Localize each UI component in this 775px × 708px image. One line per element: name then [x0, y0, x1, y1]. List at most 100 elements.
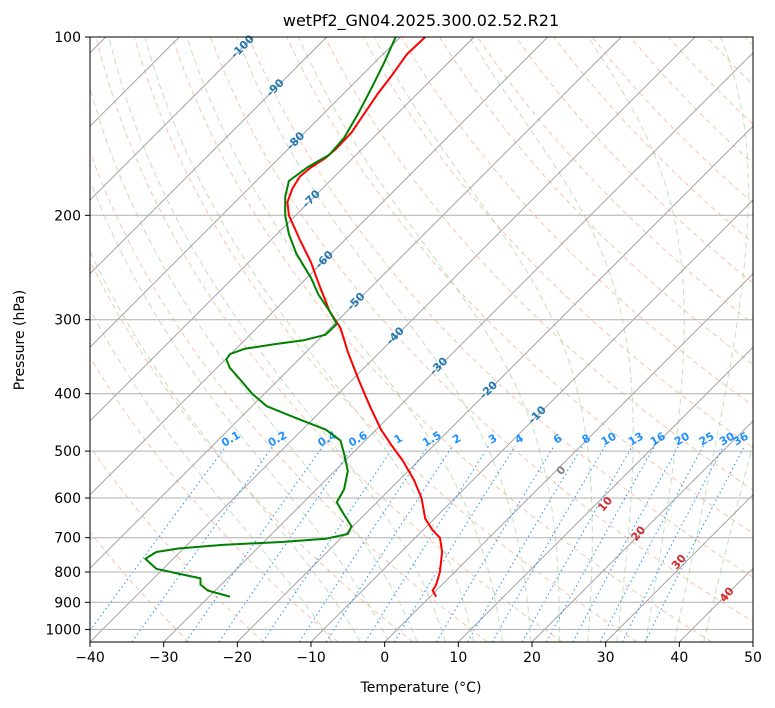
isotherm-label: -10 — [526, 403, 549, 426]
isotherm-labels: -100-90-80-70-60-50-40-30-20-10 — [228, 32, 549, 426]
mixing-ratio-label: 36 — [731, 429, 751, 448]
dry-adiabat — [95, 37, 563, 642]
x-tick-label: 20 — [523, 650, 541, 666]
isotherm-line — [90, 37, 254, 201]
isotherm-line — [90, 37, 328, 275]
dry-adiabat — [400, 37, 753, 407]
mixing-ratio-line — [90, 445, 227, 632]
moist-adiabat — [90, 179, 390, 642]
mixing-ratio-line — [262, 445, 395, 642]
x-tick-label: −10 — [296, 650, 326, 666]
mixing-ratio-line — [435, 445, 555, 642]
isotherm-label: -70 — [300, 187, 323, 210]
moist-adiabat — [674, 37, 749, 642]
isotherm-label: -80 — [284, 129, 307, 152]
x-tick-label: −20 — [223, 650, 253, 666]
dry-adiabat — [210, 37, 753, 623]
moist-adiabat — [703, 441, 753, 642]
y-axis-ticks: 100 200 300 400 500 600 700 800 900 1000 — [45, 30, 90, 638]
mixing-ratio-line — [364, 445, 490, 642]
mixing-ratio-line — [325, 445, 454, 642]
moist-adiabat-label: 10 — [595, 494, 615, 514]
mixing-ratio-label: 0.1 — [219, 429, 242, 450]
isotherm-line — [90, 37, 696, 642]
mixing-ratio-label: 3 — [486, 432, 499, 447]
x-tick-label: 10 — [449, 650, 467, 666]
moist-adiabat — [108, 37, 447, 642]
dry-adiabat — [515, 37, 753, 284]
x-tick-label: 30 — [597, 650, 615, 666]
mixing-ratio-line — [298, 445, 429, 642]
dry-adiabat — [744, 37, 753, 47]
moist-adiabat-label: 20 — [629, 523, 649, 543]
mixing-ratio-label: 16 — [648, 429, 668, 448]
mixing-ratio-label: 8 — [580, 432, 593, 447]
y-tick-label: 300 — [54, 313, 81, 329]
x-tick-label: 40 — [670, 650, 688, 666]
isotherm-label: -50 — [344, 290, 367, 313]
mixing-ratio-label: 4 — [513, 431, 526, 446]
isotherm-line — [90, 37, 549, 496]
chart-title: wetPf2_GN04.2025.300.02.52.R21 — [283, 11, 559, 31]
x-tick-label: 0 — [380, 650, 389, 666]
dry-adiabat — [90, 531, 190, 642]
y-tick-label: 400 — [54, 387, 81, 403]
isotherm-line — [310, 199, 753, 642]
y-axis-label: Pressure (hPa) — [12, 290, 28, 390]
dry-adiabat — [133, 37, 638, 642]
mixing-ratio-line — [545, 445, 656, 642]
moist-adiabat — [373, 37, 593, 642]
background-lines — [90, 37, 753, 642]
mixing-ratio-label: 1 — [392, 432, 405, 447]
y-tick-label: 900 — [54, 595, 81, 611]
sounding-series — [144, 37, 444, 598]
isotherm-line — [90, 37, 401, 348]
isotherm-line — [531, 420, 753, 642]
mixing-ratio-label: 20 — [672, 429, 692, 448]
y-tick-label: 1000 — [45, 622, 81, 638]
dry-adiabat — [90, 356, 339, 642]
y-tick-label: 800 — [54, 565, 81, 581]
mixing-ratio-line — [521, 445, 633, 642]
isotherm-line — [752, 641, 753, 642]
y-tick-label: 500 — [54, 444, 81, 460]
x-axis-label: Temperature (°C) — [360, 680, 482, 696]
isotherm-line — [384, 273, 753, 642]
moist-adiabat — [90, 308, 333, 642]
dry-adiabat — [90, 150, 488, 642]
isotherm-label: -60 — [313, 248, 336, 271]
y-tick-label: 100 — [54, 30, 81, 46]
mixing-ratio-label: 13 — [626, 430, 646, 449]
dry-adiabat — [706, 37, 753, 86]
dry-adiabat — [438, 37, 753, 366]
x-tick-label: −40 — [75, 650, 105, 666]
dry-adiabat — [248, 37, 753, 578]
isotherm-line — [236, 125, 753, 642]
mixing-ratio-label: 1.5 — [420, 429, 443, 450]
mixing-ratio-label: 0.6 — [346, 428, 370, 449]
moist-adiabat — [90, 85, 418, 642]
isotherm-line — [90, 37, 622, 569]
dry-adiabat — [90, 445, 264, 642]
isotherm-line — [605, 494, 753, 642]
dewpoint-line — [144, 37, 397, 598]
y-tick-label: 200 — [54, 208, 81, 224]
isotherm-line — [163, 52, 753, 642]
mixing-ratio-line — [491, 445, 606, 642]
mixing-ratio-label: 25 — [697, 430, 717, 449]
dry-adiabat — [553, 37, 753, 244]
plot-frame — [89, 36, 754, 643]
x-tick-label: −30 — [149, 650, 179, 666]
dry-adiabat — [171, 37, 712, 642]
x-tick-label: 50 — [744, 650, 762, 666]
y-tick-label: 700 — [54, 531, 81, 547]
mixing-ratio-line — [393, 445, 516, 642]
mixing-ratio-line — [467, 445, 584, 642]
mixing-ratio-label: 10 — [599, 429, 619, 448]
moist-adiabat — [587, 37, 685, 642]
mixing-ratio-line — [599, 445, 704, 642]
isotherm-label: -30 — [427, 354, 450, 377]
isotherm-line — [457, 346, 753, 642]
